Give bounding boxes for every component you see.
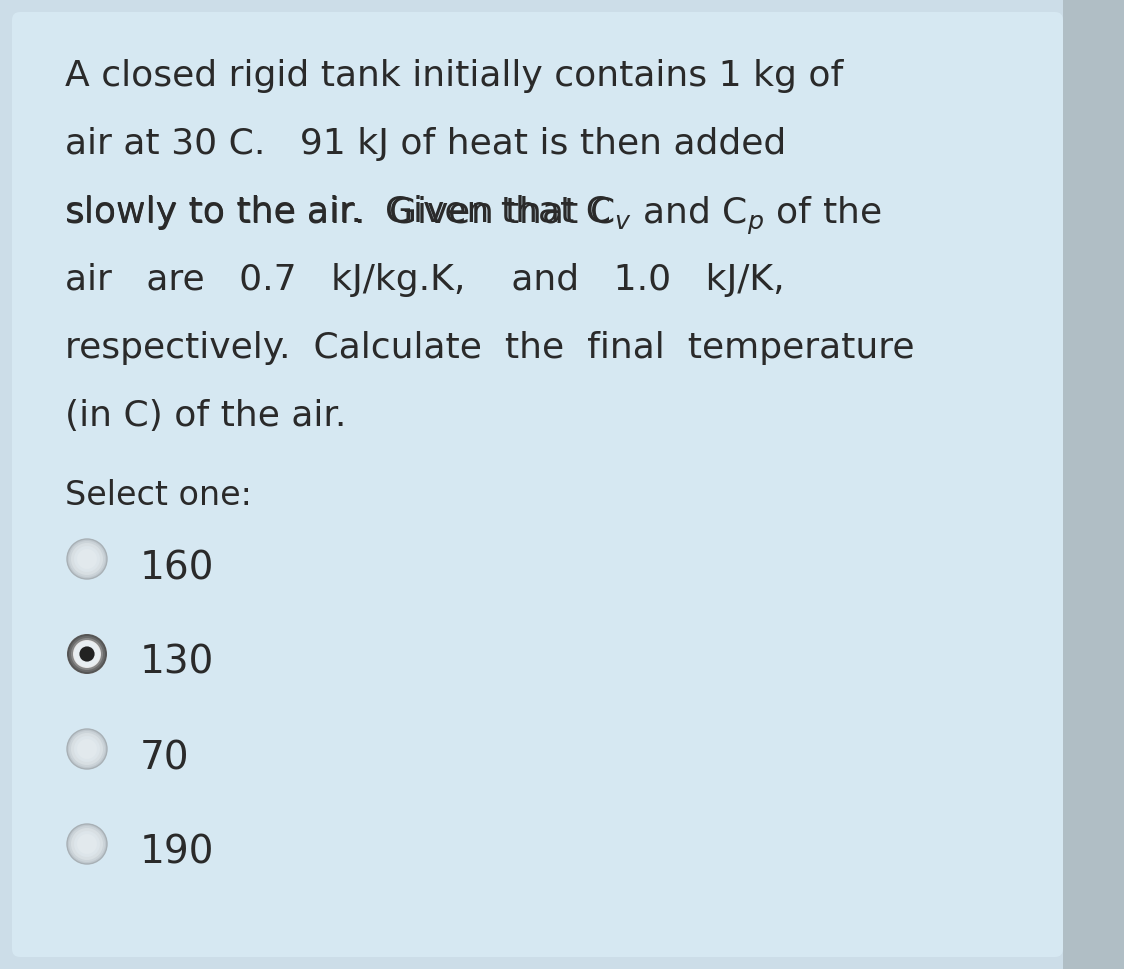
Circle shape [67, 634, 107, 674]
Text: air at 30 C.   91 kJ of heat is then added: air at 30 C. 91 kJ of heat is then added [65, 127, 787, 161]
Circle shape [67, 634, 107, 674]
Text: 190: 190 [140, 834, 215, 872]
Text: (in C) of the air.: (in C) of the air. [65, 399, 346, 433]
Text: Select one:: Select one: [65, 479, 252, 512]
Circle shape [69, 541, 105, 577]
FancyBboxPatch shape [12, 12, 1063, 957]
Circle shape [71, 638, 103, 670]
FancyBboxPatch shape [1063, 0, 1124, 969]
Circle shape [78, 834, 97, 854]
Circle shape [74, 546, 100, 572]
Text: A closed rigid tank initially contains 1 kg of: A closed rigid tank initially contains 1… [65, 59, 843, 93]
Text: slowly to the air.  Given that C: slowly to the air. Given that C [65, 195, 611, 229]
Circle shape [71, 733, 103, 765]
Text: 130: 130 [140, 644, 215, 682]
Circle shape [74, 736, 100, 762]
Circle shape [73, 640, 101, 668]
Circle shape [67, 824, 107, 864]
Circle shape [71, 828, 103, 860]
Circle shape [78, 549, 97, 569]
Text: slowly to the air.  Given that C$_v$ and C$_p$ of the: slowly to the air. Given that C$_v$ and … [65, 195, 881, 237]
Circle shape [74, 831, 100, 857]
FancyBboxPatch shape [1070, 0, 1120, 969]
Circle shape [69, 636, 105, 672]
Text: respectively.  Calculate  the  final  temperature: respectively. Calculate the final temper… [65, 331, 915, 365]
Text: 160: 160 [140, 549, 215, 587]
Circle shape [67, 539, 107, 579]
Circle shape [80, 646, 94, 662]
Text: air   are   0.7   kJ/kg.K,    and   1.0   kJ/K,: air are 0.7 kJ/kg.K, and 1.0 kJ/K, [65, 263, 785, 297]
Circle shape [67, 729, 107, 769]
Circle shape [69, 731, 105, 767]
Circle shape [78, 739, 97, 759]
Circle shape [71, 543, 103, 575]
Circle shape [74, 641, 100, 667]
Circle shape [69, 826, 105, 862]
Text: 70: 70 [140, 739, 190, 777]
